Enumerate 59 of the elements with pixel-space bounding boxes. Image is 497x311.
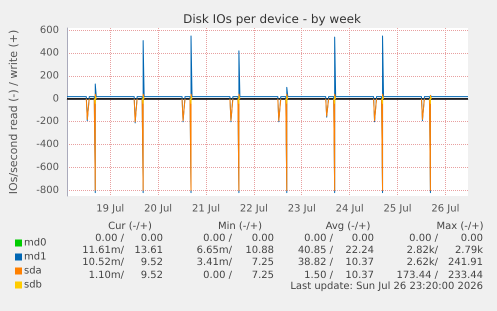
text: 241.91: [448, 257, 483, 269]
chart-title: Disk IOs per device - by week: [183, 12, 361, 26]
y-tick-label: 400: [40, 48, 59, 59]
text: 10.37: [345, 270, 374, 281]
text: 233.44: [448, 270, 483, 282]
text: 2.82k/: [406, 245, 438, 257]
text: 10.37: [345, 257, 374, 269]
text: 0.00: [352, 233, 374, 245]
text: 40.85 /: [298, 245, 333, 257]
text: Min (-/+): [218, 221, 262, 233]
text: 9.52: [140, 270, 163, 282]
text: 0.00 /: [304, 233, 333, 245]
text: 10.52m/: [82, 257, 124, 269]
text: 0.00: [252, 233, 274, 245]
text: 0.00 /: [409, 233, 438, 245]
text: 38.82 /: [298, 257, 333, 269]
text: Cur (-/+): [108, 221, 152, 233]
y-tick-label: -200: [36, 116, 59, 128]
text: Max (-/+): [436, 221, 484, 233]
text: 1.10m/: [88, 270, 124, 282]
y-tick-label: 200: [40, 70, 59, 82]
x-tick-label: 25 Jul: [384, 204, 412, 214]
legend-label: sda: [24, 266, 42, 276]
y-tick-label: -800: [36, 184, 59, 196]
text: Last update: Sun Jul 26 23:20:00 2026: [290, 281, 483, 293]
x-tick-label: 19 Jul: [96, 204, 124, 214]
x-tick-label: 24 Jul: [336, 204, 364, 214]
text: 7.25: [252, 257, 274, 269]
x-tick-label: 23 Jul: [288, 204, 316, 214]
x-tick-label: 26 Jul: [431, 204, 460, 214]
text: 0.00 /: [203, 270, 232, 282]
text: 13.61: [134, 245, 163, 257]
legend-label: md1: [24, 252, 46, 262]
text: 7.25: [252, 270, 274, 282]
y-tick-label: -600: [36, 162, 59, 173]
text: 2.62k/: [406, 257, 438, 269]
text: 10.88: [245, 245, 274, 257]
text: 2.79k: [454, 245, 483, 257]
text: 9.52: [140, 257, 163, 269]
text: 0.00 /: [203, 233, 232, 245]
text: 1.50 /: [304, 270, 333, 281]
y-axis-title: IOs/second read (-) / write (+): [7, 30, 20, 194]
x-tick-label: 22 Jul: [240, 204, 268, 214]
legend-label: sdb: [24, 280, 42, 290]
text: 3.41m/: [196, 257, 232, 269]
y-tick-label: -400: [36, 139, 59, 150]
text: 173.44 /: [396, 270, 438, 282]
text: 0.00: [140, 233, 163, 245]
x-tick-label: 21 Jul: [192, 204, 220, 214]
text: 0.00 /: [95, 233, 124, 245]
y-tick-label: 600: [40, 24, 59, 36]
text: 11.61m/: [82, 245, 124, 257]
text: 6.65m/: [196, 245, 232, 257]
text: 0.00: [460, 233, 483, 245]
x-tick-label: 20 Jul: [144, 204, 172, 214]
y-tick-label: 0: [52, 93, 59, 104]
text: Avg (-/+): [326, 221, 370, 233]
text: 22.24: [345, 245, 374, 257]
legend-label: md0: [24, 238, 46, 248]
